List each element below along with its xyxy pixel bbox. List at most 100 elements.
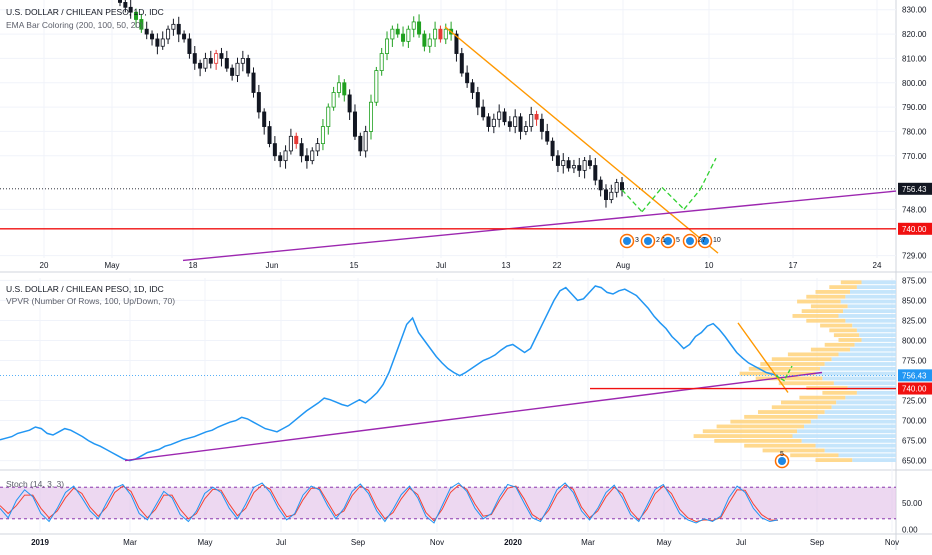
candle-body [443,28,448,40]
bottom-x-tick-label: Nov [430,538,444,547]
vp-bar-down [804,424,896,429]
event-badge-count: 5 [676,237,680,244]
top-x-tick-label: 18 [189,261,198,270]
candle-body [374,70,379,103]
candle-body [235,62,240,76]
vp-bar-down [856,390,896,395]
vp-bar-up [714,438,802,443]
vp-bar-up [815,458,853,462]
vp-bar-down [836,400,896,405]
candle-body [171,23,176,30]
candle-body [134,11,139,20]
candle-body [502,111,507,123]
vp-bar-down [822,376,896,381]
top-y-tick-label: 748.00 [902,205,927,214]
candle-body [438,28,443,40]
event-badge-count: 3 [635,237,639,244]
candle-body [545,131,550,142]
candle-body [320,126,325,145]
vp-bar-up [771,357,832,362]
vp-bar-up [760,362,825,366]
vp-bar-up [840,280,862,285]
vp-bar-down [854,342,896,347]
candle-body [561,160,566,166]
candle-body [401,33,406,42]
event-flag-icon [686,237,694,245]
vp-bar-up [806,294,846,299]
candle-body [262,111,267,127]
candle-body [534,113,539,120]
vp-bar-up [739,371,816,376]
event-badge [640,233,656,249]
vp-bar-up [744,443,816,448]
vp-bar-up [790,453,839,458]
vp-bar-up [838,338,862,342]
candle-body [433,28,438,40]
candle-body [454,33,459,54]
vp-bar-down [820,366,896,371]
candle-body [390,28,395,40]
vp-bar-up [778,381,834,386]
candle-body [176,23,181,35]
vp-bar-up [833,333,860,338]
bottom-x-tick-label: Jul [736,538,746,547]
candle-body [411,21,416,30]
stoch-y-tick-label: 50.00 [902,499,923,508]
purple-trendline [182,190,897,262]
vp-bar-down [859,333,896,338]
candle-body [507,121,512,127]
event-flag-icon [701,237,709,245]
candle-body [240,58,245,64]
mid-y-tick-label: 650.00 [902,457,927,466]
projection-arrow [621,189,643,213]
candle-body [470,82,475,93]
top-y-tick-label: 770.00 [902,152,927,161]
top-x-tick-label: 22 [553,261,562,270]
candle-body [417,21,422,35]
event-flag-icon [664,237,672,245]
vp-bar-down [824,362,896,366]
top-x-tick-label: Aug [616,261,630,270]
candle-body [331,92,336,108]
mid-event-flag-icon [778,457,786,465]
candle-body [368,101,373,132]
event-badge [682,233,698,249]
top-x-tick-label: 20 [40,261,49,270]
candle-body [182,33,187,40]
mid-y-tick-label: 875.00 [902,276,927,285]
candle-body [475,92,480,108]
candle-body [459,53,464,74]
candle-body [118,0,123,3]
mid-y-tick-label: 675.00 [902,437,927,446]
vp-bar-up [797,299,841,304]
vp-bar-down [824,448,896,453]
vp-bar-down [815,443,896,448]
vp-bar-down [845,294,896,299]
vp-bar-down [840,299,896,304]
projection-arrow [641,187,663,213]
candle-body [603,189,608,200]
candle-body [128,6,133,13]
mid-y-tick-label: 825.00 [902,316,927,325]
candle-body [224,58,229,69]
candle-body [358,135,363,152]
vp-bar-up [758,410,825,414]
mid-support-tag [898,382,932,395]
candle-body [518,116,523,132]
bottom-x-tick-label: Mar [581,538,595,547]
stoch-pane-title: Stoch (14, 3, 3) [6,479,65,489]
vp-bar-up [781,400,837,405]
vp-bar-up [824,342,855,347]
top-x-tick-label: 17 [789,261,798,270]
top-y-tick-label: 810.00 [902,54,927,63]
last-price-tag [898,182,932,195]
vp-bar-up [801,309,844,314]
candle-body [272,143,277,157]
candle-body [299,143,304,157]
candle-body [208,58,213,64]
candle-body [422,33,427,47]
candle-body [587,160,592,166]
vp-bar-up [810,347,850,352]
projection-arrow [661,186,685,210]
